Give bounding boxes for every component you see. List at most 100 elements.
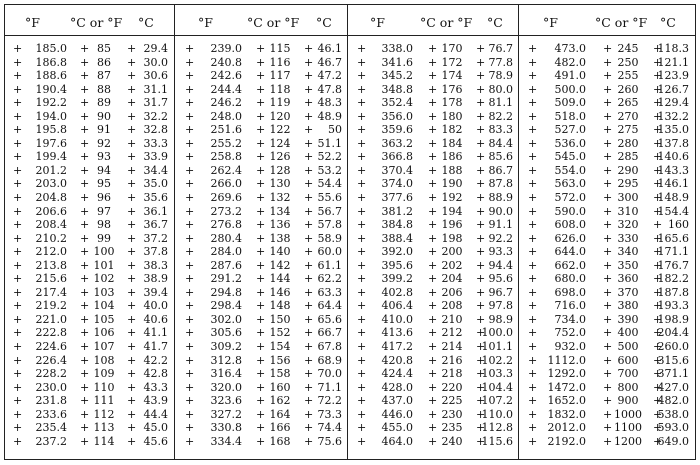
- plus-sign: +: [476, 82, 486, 96]
- plus-sign: +: [357, 191, 367, 205]
- plus-sign: +: [256, 434, 266, 448]
- plus-sign: +: [428, 258, 438, 272]
- plus-sign: +: [304, 272, 314, 286]
- plus-sign: +: [653, 380, 663, 394]
- fahrenheit-value: 406.4: [381, 299, 414, 313]
- plus-sign: +: [185, 285, 195, 299]
- fahrenheit-value: 244.4: [210, 82, 243, 96]
- plus-sign: +: [653, 353, 663, 367]
- plus-sign: +: [127, 285, 137, 299]
- plus-sign: +: [428, 231, 438, 245]
- fahrenheit-value: 455.0: [381, 421, 414, 435]
- table-row: +563.0 +295 +146.1: [519, 177, 695, 191]
- plus-sign: +: [256, 367, 266, 381]
- fahrenheit-value: 662.0: [554, 258, 587, 272]
- reference-value: 280: [617, 136, 639, 150]
- fahrenheit-value: 399.2: [381, 272, 414, 286]
- table-row: +233.6 +112 +44.4: [5, 408, 174, 422]
- table-row: +420.8 +216 +102.2: [348, 354, 518, 368]
- plus-sign: +: [476, 177, 486, 191]
- plus-sign: +: [13, 123, 23, 137]
- table-row: +213.8 +101 +38.3: [5, 259, 174, 273]
- plus-sign: +: [304, 191, 314, 205]
- plus-sign: +: [528, 231, 538, 245]
- plus-sign: +: [256, 150, 266, 164]
- reference-value: 88: [97, 82, 111, 96]
- fahrenheit-value: 224.6: [35, 340, 68, 354]
- plus-sign: +: [80, 42, 90, 55]
- table-row: +662.0 +350 +176.7: [519, 259, 695, 273]
- table-row: +402.8 +206 +96.7: [348, 286, 518, 300]
- plus-sign: +: [428, 367, 438, 381]
- plus-sign: +: [80, 204, 90, 218]
- plus-sign: +: [256, 245, 266, 259]
- plus-sign: +: [653, 367, 663, 381]
- celsius-value: 54.4: [317, 177, 343, 191]
- celsius-value: 160: [668, 218, 689, 232]
- celsius-value: 30.0: [143, 55, 169, 69]
- fahrenheit-value: 370.4: [381, 163, 414, 177]
- table-row: +244.4 +118 +47.8: [175, 83, 347, 97]
- table-row: +302.0 +150 +65.6: [175, 313, 347, 327]
- plus-sign: +: [256, 55, 266, 69]
- plus-sign: +: [603, 434, 613, 448]
- table-row: +464.0 +240 +115.6: [348, 435, 518, 449]
- plus-sign: +: [127, 177, 137, 191]
- celsius-value: 50: [328, 123, 342, 137]
- plus-sign: +: [357, 394, 367, 408]
- table-row: +287.6 +142 +61.1: [175, 259, 347, 273]
- header-fahrenheit: °F: [25, 15, 40, 30]
- plus-sign: +: [357, 136, 367, 150]
- plus-sign: +: [653, 96, 663, 110]
- plus-sign: +: [256, 421, 266, 435]
- table-row: +1112.0 +600 +315.6: [519, 354, 695, 368]
- celsius-value: 118.3: [657, 42, 690, 55]
- plus-sign: +: [80, 69, 90, 83]
- celsius-value: 75.6: [317, 434, 343, 448]
- celsius-value: 85.6: [488, 150, 514, 164]
- celsius-value: 182.2: [657, 272, 690, 286]
- plus-sign: +: [357, 407, 367, 421]
- fahrenheit-value: 363.2: [381, 136, 414, 150]
- plus-sign: +: [428, 136, 438, 150]
- reference-value: 350: [617, 258, 639, 272]
- celsius-value: 74.4: [317, 421, 343, 435]
- plus-sign: +: [428, 434, 438, 448]
- column-header-row: °F °C or °F °C: [348, 5, 518, 36]
- plus-sign: +: [653, 312, 663, 326]
- fahrenheit-value: 186.8: [35, 55, 68, 69]
- fahrenheit-value: 395.6: [381, 258, 414, 272]
- fahrenheit-value: 233.6: [35, 407, 68, 421]
- plus-sign: +: [80, 421, 90, 435]
- plus-sign: +: [304, 285, 314, 299]
- plus-sign: +: [476, 407, 486, 421]
- table-row: +197.6 +92 +33.3: [5, 137, 174, 151]
- celsius-value: 73.3: [317, 407, 343, 421]
- plus-sign: +: [603, 218, 613, 232]
- plus-sign: +: [603, 421, 613, 435]
- plus-sign: +: [653, 285, 663, 299]
- table-row: +235.4 +113 +45.0: [5, 421, 174, 435]
- table-row: +266.0 +130 +54.4: [175, 177, 347, 191]
- reference-value: 114: [93, 434, 115, 448]
- plus-sign: +: [603, 407, 613, 421]
- plus-sign: +: [13, 340, 23, 354]
- plus-sign: +: [256, 272, 266, 286]
- table-row: +224.6 +107 +41.7: [5, 340, 174, 354]
- plus-sign: +: [653, 231, 663, 245]
- plus-sign: +: [428, 82, 438, 96]
- plus-sign: +: [428, 394, 438, 408]
- celsius-value: 43.3: [143, 380, 169, 394]
- plus-sign: +: [13, 326, 23, 340]
- reference-value: 275: [617, 123, 639, 137]
- fahrenheit-value: 240.8: [210, 55, 243, 69]
- celsius-value: 154.4: [657, 204, 690, 218]
- plus-sign: +: [185, 69, 195, 83]
- celsius-value: 67.8: [317, 340, 343, 354]
- celsius-value: 94.4: [488, 258, 514, 272]
- reference-value: 160: [269, 380, 291, 394]
- header-celsius-or-fahrenheit: °C or °F: [595, 15, 648, 30]
- table-row: +509.0 +265 +129.4: [519, 96, 695, 110]
- plus-sign: +: [13, 421, 23, 435]
- fahrenheit-value: 527.0: [554, 123, 587, 137]
